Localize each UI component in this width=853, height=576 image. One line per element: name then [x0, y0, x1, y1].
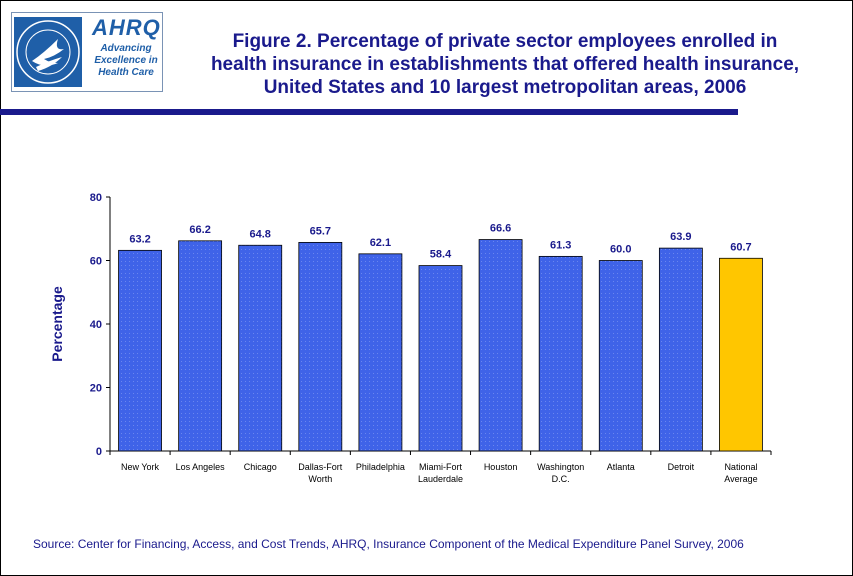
x-tick-label: Atlanta	[607, 462, 635, 472]
data-label: 63.9	[670, 231, 691, 243]
y-axis-title: Percentage	[49, 286, 65, 362]
x-tick-label: Worth	[308, 474, 332, 484]
data-label: 66.2	[189, 224, 210, 236]
x-tick-label: Los Angeles	[176, 462, 226, 472]
x-tick-label: Dallas-Fort	[298, 462, 343, 472]
data-label: 62.1	[370, 237, 391, 249]
ahrq-wordmark: AHRQ	[92, 15, 161, 40]
hhs-seal-icon	[14, 17, 82, 87]
y-tick-label: 40	[90, 319, 102, 331]
bar	[238, 244, 283, 452]
bar	[478, 239, 523, 452]
ahrq-tagline: Advancing Excellence in Health Care	[94, 43, 158, 78]
x-tick-label: National	[724, 462, 757, 472]
bar	[538, 255, 583, 452]
data-label: 66.6	[490, 223, 511, 235]
ahrq-logo: AHRQ Advancing Excellence in Health Care	[11, 12, 163, 92]
chart-title-line: United States and 10 largest metropolita…	[263, 77, 747, 98]
bar	[178, 240, 223, 452]
data-label: 64.8	[250, 228, 271, 240]
bar	[118, 249, 162, 452]
y-tick-label: 60	[90, 256, 102, 268]
x-tick-label: Chicago	[244, 462, 277, 472]
data-label: 65.7	[310, 225, 331, 237]
x-tick-label: Lauderdale	[418, 474, 463, 484]
x-tick-label: Detroit	[668, 462, 695, 472]
bar	[358, 253, 403, 452]
data-label: 58.4	[430, 249, 452, 261]
bar-national-average	[719, 257, 763, 452]
y-tick-label: 0	[96, 446, 102, 458]
x-tick-label: Average	[724, 474, 757, 484]
x-tick-label: Washington	[537, 462, 584, 472]
source-note: Source: Center for Financing, Access, an…	[33, 537, 744, 551]
data-label: 61.3	[550, 239, 571, 251]
data-label: 60.0	[610, 244, 631, 256]
bar	[298, 242, 343, 452]
bar	[418, 265, 463, 452]
data-label: 60.7	[730, 241, 751, 253]
chart-title: Figure 2. Percentage of private sector e…	[175, 30, 835, 99]
data-label: 63.2	[129, 233, 150, 245]
chart-title-line: Figure 2. Percentage of private sector e…	[232, 31, 778, 52]
x-tick-label: New York	[121, 462, 160, 472]
y-tick-label: 80	[90, 192, 102, 204]
bar	[598, 260, 643, 452]
x-tick-label: Philadelphia	[356, 462, 405, 472]
title-rule	[0, 109, 738, 115]
x-tick-label: D.C.	[552, 474, 570, 484]
x-tick-label: Houston	[484, 462, 518, 472]
chart-title-line: health insurance in establishments that …	[210, 54, 800, 75]
bar	[658, 247, 703, 452]
y-tick-label: 20	[90, 383, 102, 395]
x-tick-label: Miami-Fort	[419, 462, 462, 472]
